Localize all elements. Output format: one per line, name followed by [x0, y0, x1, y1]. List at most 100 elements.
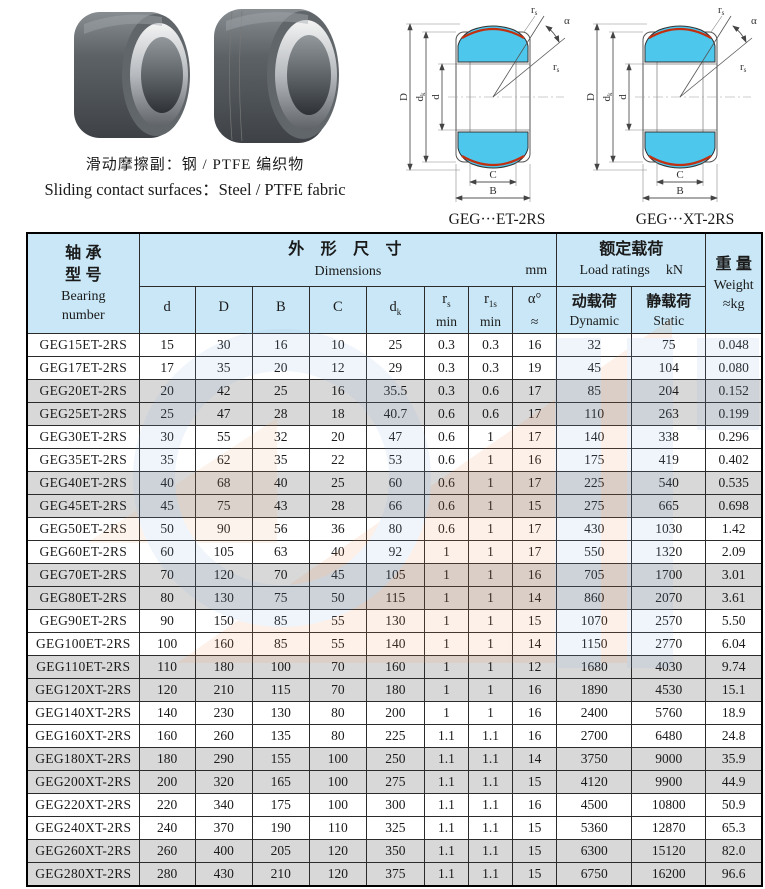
outer-ring-top: [644, 25, 716, 63]
cell-dynamic-load: 4500: [556, 793, 633, 817]
cell-weight: 0.402: [705, 448, 763, 472]
cell-rs-min: 1: [423, 678, 469, 702]
cell-C: 10: [308, 333, 367, 357]
cell-dk: 115: [365, 586, 425, 610]
cell-B: 205: [251, 839, 310, 863]
cell-weight: 18.9: [705, 701, 763, 725]
cell-weight: 0.080: [705, 356, 763, 380]
cell-static-load: 419: [631, 448, 707, 472]
cell-D: 35: [194, 356, 253, 380]
subheader-r1s-min: r1s min: [467, 286, 514, 334]
cell-weight: 2.09: [705, 540, 763, 564]
cell-bearing-number: GEG240XT-2RS: [26, 816, 140, 840]
cell-D: 68: [194, 471, 253, 495]
cell-dynamic-load: 6300: [556, 839, 633, 863]
cell-static-load: 104: [631, 356, 707, 380]
cell-static-load: 16200: [631, 862, 707, 887]
cell-weight: 0.535: [705, 471, 763, 495]
cell-alpha: 15: [512, 770, 558, 794]
label-C: C: [676, 169, 683, 181]
cell-B: 85: [251, 609, 310, 633]
cell-dynamic-load: 860: [556, 586, 633, 610]
cell-static-load: 338: [631, 425, 707, 449]
cell-rs-min: 0.6: [423, 471, 469, 495]
cell-rs-min: 0.6: [423, 425, 469, 449]
cell-rs-min: 0.3: [423, 356, 469, 380]
cell-rs-min: 1: [423, 586, 469, 610]
cell-bearing-number: GEG280XT-2RS: [26, 862, 140, 887]
cell-C: 36: [308, 517, 367, 541]
cell-dk: 250: [365, 747, 425, 771]
cell-D: 320: [194, 770, 253, 794]
table-row: GEG35ET-2RS 35 62 35 22 53 0.6 1 16 175 419 0.402: [26, 448, 763, 472]
cell-bearing-number: GEG220XT-2RS: [26, 793, 140, 817]
photo-caption-en: Sliding contact surfaces：Steel / PTFE fa…: [44, 180, 346, 199]
subheader-dk: dk: [365, 286, 425, 334]
cell-C: 110: [308, 816, 367, 840]
cell-bearing-number: GEG40ET-2RS: [26, 471, 140, 495]
cell-dynamic-load: 550: [556, 540, 633, 564]
cell-C: 50: [308, 586, 367, 610]
table-row: GEG260XT-2RS 260 400 205 120 350 1.1 1.1 15 6300 1…: [26, 839, 763, 863]
cell-dynamic-load: 85: [556, 379, 633, 403]
cell-D: 105: [194, 540, 253, 564]
cell-weight: 50.9: [705, 793, 763, 817]
table-row: GEG50ET-2RS 50 90 56 36 80 0.6 1 17 430 1030 1.42: [26, 517, 763, 541]
cell-static-load: 540: [631, 471, 707, 495]
cell-B: 85: [251, 632, 310, 656]
cell-B: 75: [251, 586, 310, 610]
cell-r1s-min: 1: [467, 586, 514, 610]
cell-static-load: 4030: [631, 655, 707, 679]
table-row: GEG240XT-2RS 240 370 190 110 325 1.1 1.1 15 5360 1…: [26, 816, 763, 840]
cell-d: 35: [138, 448, 196, 472]
spec-table-body: GEG15ET-2RS 15 30 16 10 25 0.3 0.3 16 32 75 0.048 GE…: [26, 333, 763, 887]
bearing-photo-right: [214, 9, 339, 143]
table-row: GEG60ET-2RS 60 105 63 40 92 1 1 17 550 1320 2.09: [26, 540, 763, 564]
diagram-caption-xt: GEG···XT-2RS: [635, 211, 735, 228]
outer-ring-top: [457, 25, 529, 63]
cell-r1s-min: 1: [467, 425, 514, 449]
cell-bearing-number: GEG90ET-2RS: [26, 609, 140, 633]
cell-C: 16: [308, 379, 367, 403]
header-load-ratings: 额定载荷 Load ratings kN: [556, 232, 707, 287]
cell-dk: 47: [365, 425, 425, 449]
cell-weight: 3.61: [705, 586, 763, 610]
weight-unit: ≈kg: [722, 296, 745, 312]
table-row: GEG110ET-2RS 110 180 100 70 160 1 1 12 1680 4030 9.…: [26, 655, 763, 679]
cell-dk: 40.7: [365, 402, 425, 426]
cell-B: 43: [251, 494, 310, 518]
cell-rs-min: 1: [423, 655, 469, 679]
cell-d: 20: [138, 379, 196, 403]
cell-static-load: 75: [631, 333, 707, 357]
cell-B: 165: [251, 770, 310, 794]
cell-alpha: 17: [512, 402, 558, 426]
diagram-caption-et: GEG···ET-2RS: [448, 211, 546, 228]
cell-d: 15: [138, 333, 196, 357]
bearing-diagram-et: D dk d rs α rs C B: [398, 4, 570, 202]
cell-d: 17: [138, 356, 196, 380]
cell-bearing-number: GEG160XT-2RS: [26, 724, 140, 748]
cell-D: 260: [194, 724, 253, 748]
cell-dk: 160: [365, 655, 425, 679]
cell-bearing-number: GEG25ET-2RS: [26, 402, 140, 426]
cell-static-load: 4530: [631, 678, 707, 702]
cell-C: 55: [308, 632, 367, 656]
table-row: GEG90ET-2RS 90 150 85 55 130 1 1 15 1070 2570 5.50: [26, 609, 763, 633]
table-row: GEG45ET-2RS 45 75 43 28 66 0.6 1 15 275 665 0.698: [26, 494, 763, 518]
cell-r1s-min: 1: [467, 678, 514, 702]
cell-d: 40: [138, 471, 196, 495]
table-row: GEG80ET-2RS 80 130 75 50 115 1 1 14 860 2070 3.61: [26, 586, 763, 610]
cell-D: 42: [194, 379, 253, 403]
cell-rs-min: 1: [423, 632, 469, 656]
cell-static-load: 10800: [631, 793, 707, 817]
cell-dk: 180: [365, 678, 425, 702]
cell-rs-min: 1.1: [423, 862, 469, 887]
cell-D: 75: [194, 494, 253, 518]
cell-r1s-min: 1.1: [467, 862, 514, 887]
cell-d: 200: [138, 770, 196, 794]
cell-r1s-min: 1: [467, 494, 514, 518]
table-row: GEG180XT-2RS 180 290 155 100 250 1.1 1.1 14 3750 9…: [26, 747, 763, 771]
cell-dk: 140: [365, 632, 425, 656]
table-row: GEG200XT-2RS 200 320 165 100 275 1.1 1.1 15 4120 9…: [26, 770, 763, 794]
